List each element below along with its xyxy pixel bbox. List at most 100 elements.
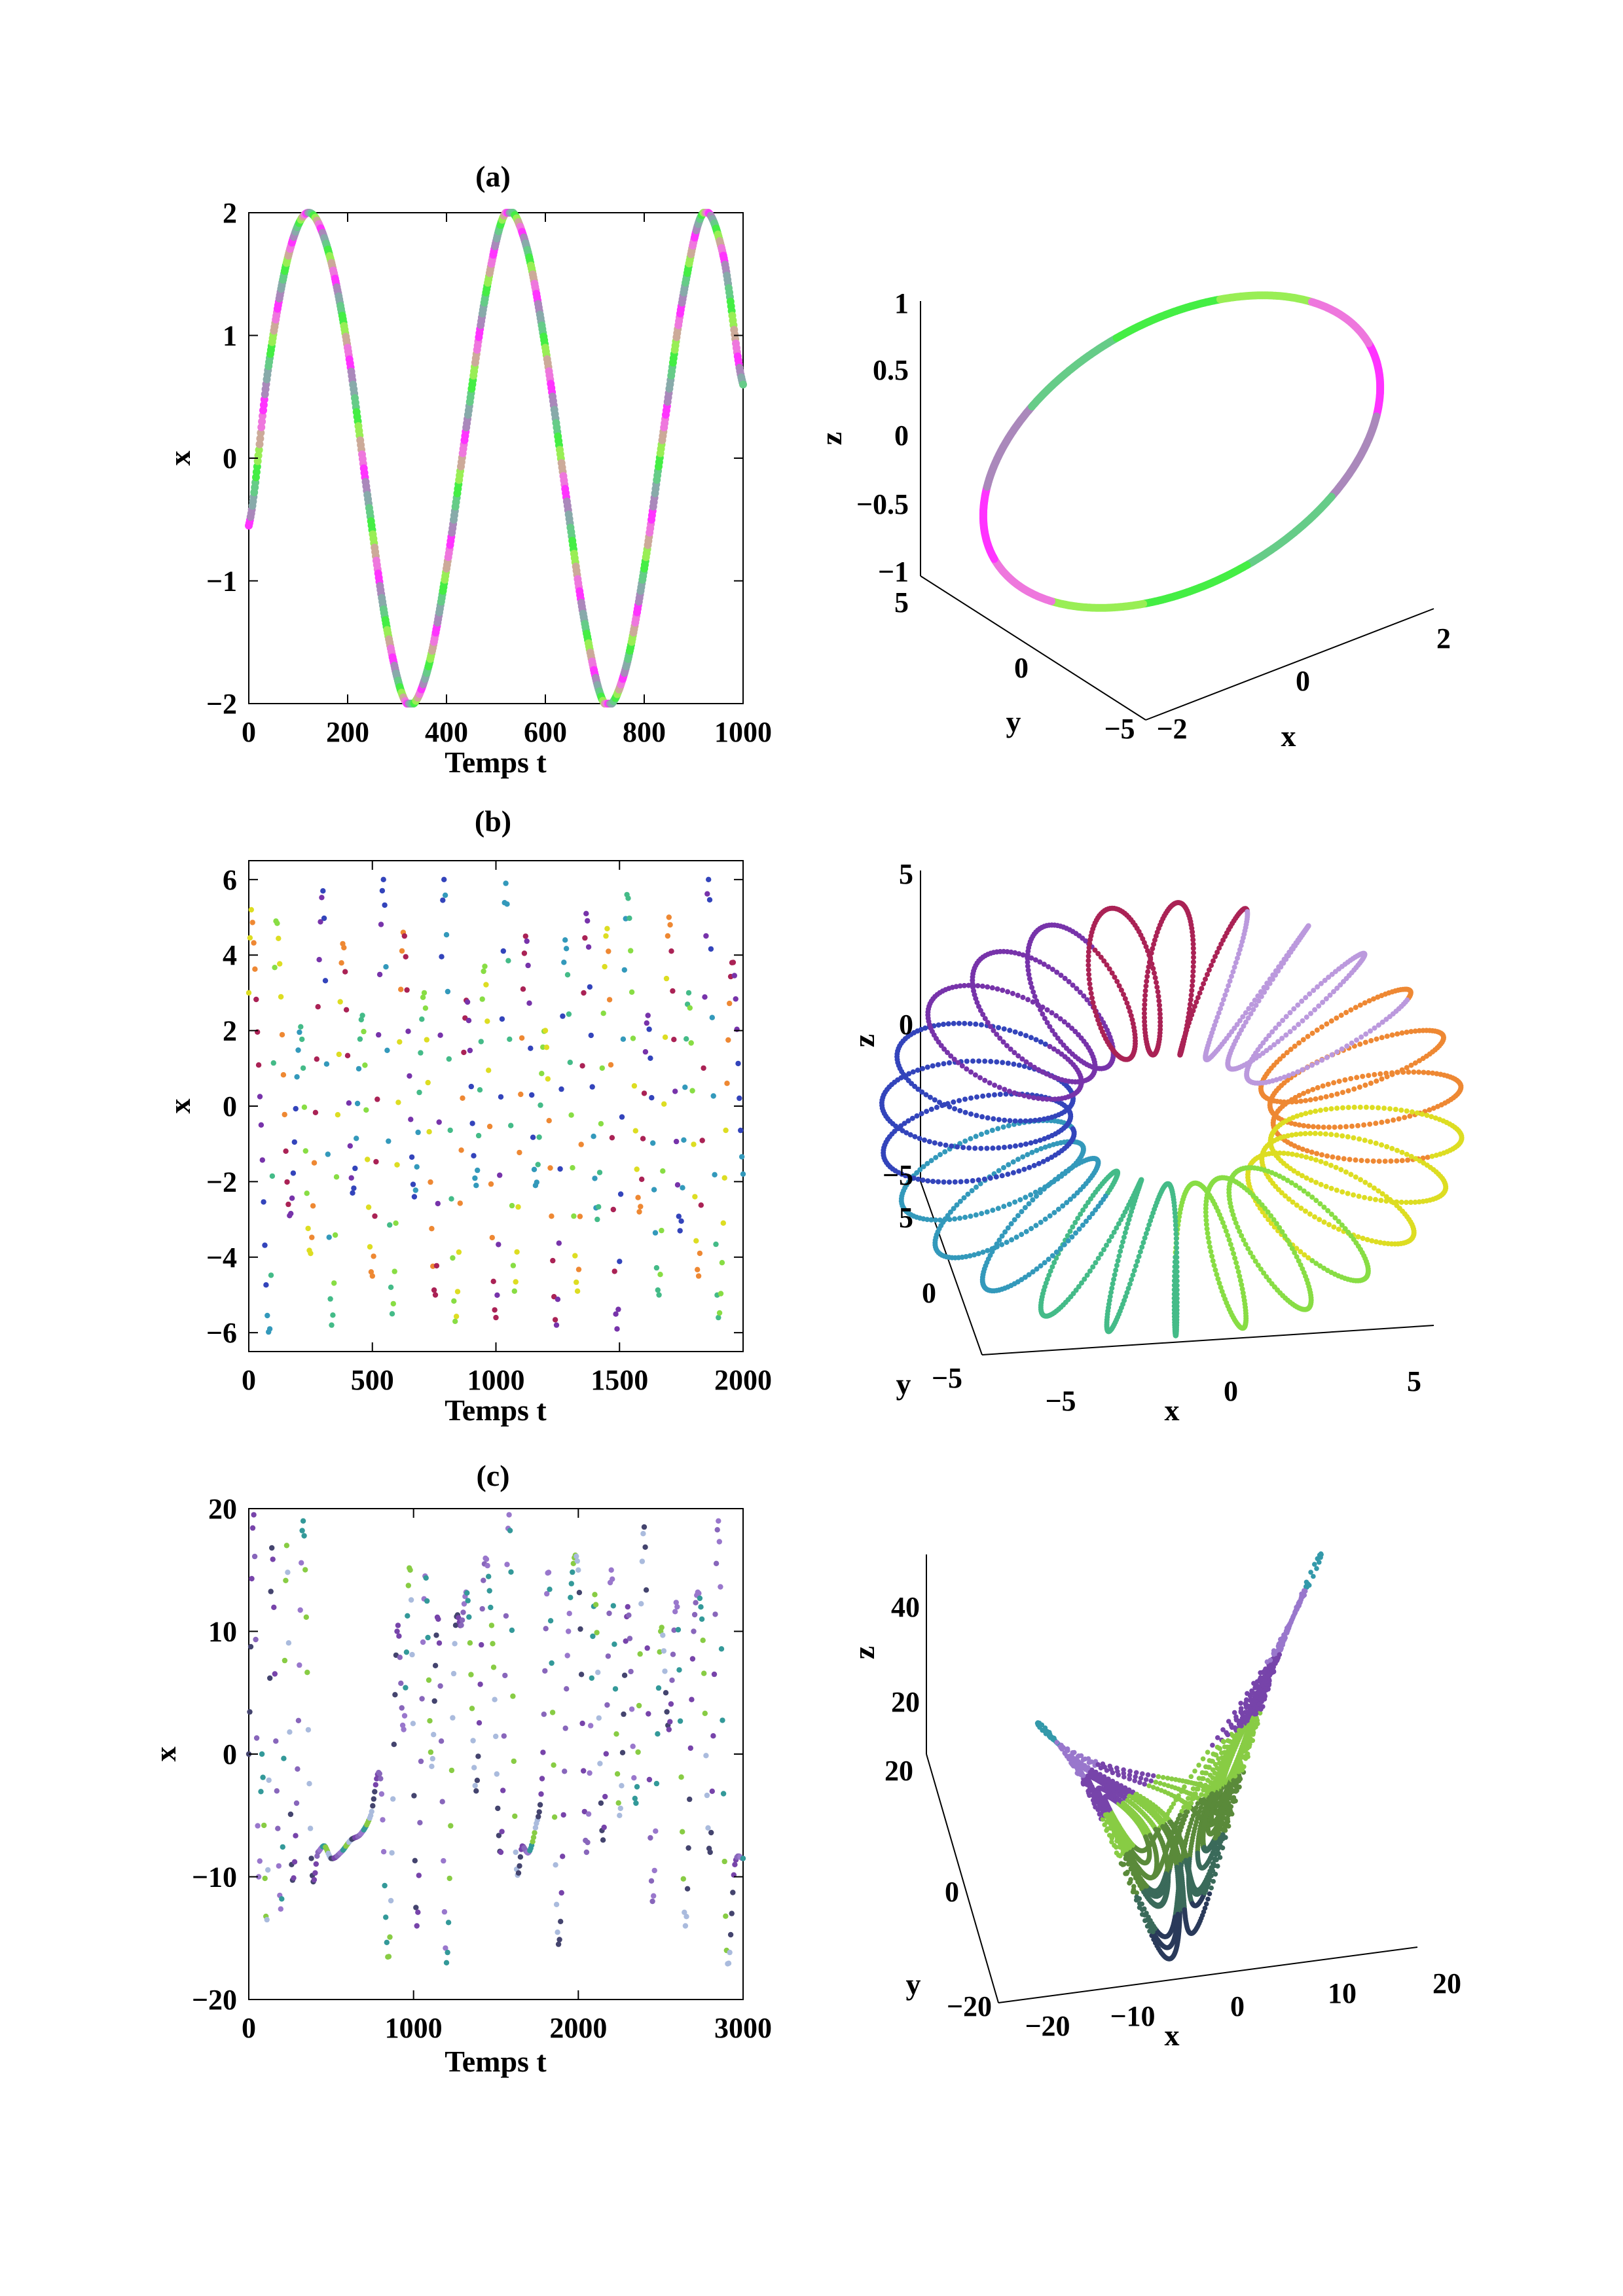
torus-point (1258, 1266, 1264, 1272)
torus-point (932, 1140, 938, 1146)
torus-point (1362, 1000, 1368, 1006)
torus-point (1277, 1150, 1283, 1156)
torus-point (1007, 1118, 1013, 1124)
x-tick-label: 500 (351, 1364, 394, 1396)
torus-point (1320, 999, 1326, 1005)
x3d-axis-label-a: x (1281, 719, 1296, 753)
data-point (709, 1014, 716, 1020)
torus-point (1005, 1172, 1011, 1177)
torus-point (1002, 1117, 1008, 1123)
data-point (511, 1758, 517, 1765)
torus-point (1232, 1255, 1238, 1261)
torus-point (1010, 990, 1015, 996)
tick-label-3d: 5 (894, 586, 909, 619)
data-point (330, 1312, 336, 1318)
data-point (265, 1867, 271, 1873)
data-point (259, 1157, 265, 1163)
torus-point (1282, 1233, 1288, 1239)
torus-point (1279, 1035, 1285, 1041)
torus-point (1109, 1285, 1115, 1291)
data-point (373, 1782, 378, 1788)
torus-point (1013, 1143, 1018, 1149)
torus-point (1106, 1297, 1112, 1303)
torus-point (1229, 973, 1234, 979)
data-point (392, 1268, 397, 1274)
data-point (316, 957, 322, 963)
torus-point (1298, 1249, 1304, 1255)
torus-point (1310, 1086, 1316, 1092)
data-point (445, 988, 451, 995)
torus-point (1434, 1071, 1440, 1077)
y-axis-label-b: x (163, 1099, 196, 1114)
data-point (280, 1072, 287, 1078)
data-point (739, 1154, 745, 1160)
torus-point (1023, 1229, 1029, 1234)
torus-point (941, 1179, 947, 1185)
torus-point (1045, 1157, 1051, 1162)
torus-point (1379, 1191, 1385, 1196)
data-point (497, 1172, 503, 1178)
data-point (314, 1056, 319, 1062)
data-point (513, 1849, 519, 1856)
torus-point (1174, 1303, 1180, 1309)
data-point (253, 1735, 260, 1741)
torus-point (1332, 1124, 1338, 1130)
data-point (401, 933, 407, 939)
torus-point (1012, 1199, 1018, 1205)
data-point (425, 1634, 431, 1641)
data-point (536, 1134, 542, 1140)
torus-point (1424, 1113, 1430, 1119)
torus-point (1173, 1236, 1179, 1242)
torus-point (1191, 954, 1196, 960)
data-point (285, 1201, 291, 1208)
x-tick-label: 600 (524, 716, 567, 748)
data-point (342, 969, 348, 975)
data-point (550, 1257, 556, 1264)
data-point (376, 971, 383, 978)
torus-point (975, 983, 981, 989)
data-point (484, 1562, 490, 1569)
data-point (370, 1803, 376, 1809)
data-point (660, 1168, 666, 1174)
data-point (304, 1670, 310, 1676)
data-point (390, 1300, 396, 1307)
data-point (325, 1151, 331, 1157)
torus-point (1372, 1071, 1377, 1077)
data-point (415, 1129, 421, 1136)
torus-point (1271, 1217, 1277, 1223)
data-point (570, 1569, 575, 1575)
torus-point (1373, 1140, 1379, 1146)
data-point (507, 1036, 513, 1043)
data-point (380, 1817, 386, 1823)
torus-point (955, 1144, 960, 1150)
data-point (450, 1715, 456, 1721)
torus-point (1334, 1049, 1340, 1055)
torus-point (1317, 1201, 1323, 1207)
torus-point (1174, 1300, 1180, 1305)
torus-point (974, 1113, 979, 1119)
torus-point (974, 1184, 979, 1190)
torus-point (964, 1058, 970, 1064)
torus-point (1398, 1107, 1404, 1113)
torus-point (994, 1244, 1000, 1249)
data-point (495, 1805, 501, 1812)
data-point (547, 1618, 554, 1624)
torus-point (1265, 1209, 1271, 1215)
torus-point (1087, 1268, 1093, 1274)
torus-point (1032, 1139, 1038, 1145)
torus-point (1143, 983, 1149, 989)
data-point (399, 948, 405, 954)
torus-point (1229, 1208, 1235, 1213)
torus-point (1404, 997, 1410, 1003)
torus-point (925, 1178, 931, 1184)
data-point (473, 1788, 479, 1794)
data-point (280, 1844, 285, 1850)
torus-point (1309, 1062, 1315, 1068)
torus-point (979, 983, 985, 989)
torus-point (1189, 988, 1195, 994)
torus-point (1358, 1177, 1364, 1183)
data-point (653, 1265, 660, 1271)
torus-point (1284, 1050, 1290, 1056)
torus-point (1208, 1249, 1214, 1255)
